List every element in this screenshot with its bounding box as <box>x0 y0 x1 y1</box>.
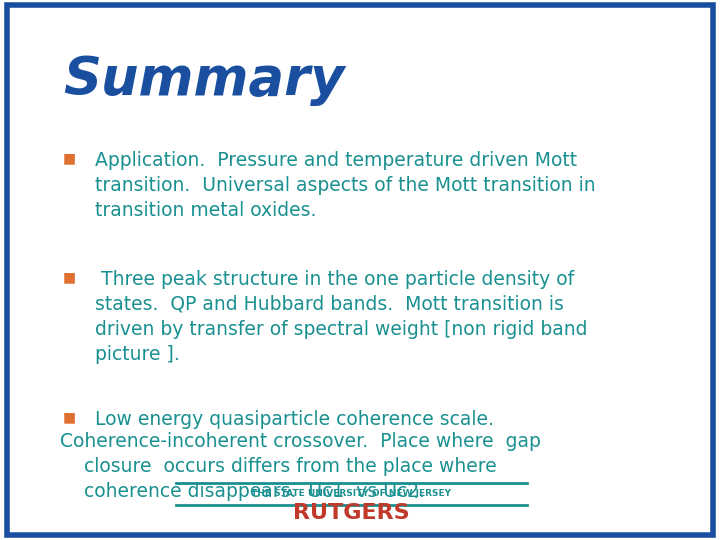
Text: Application.  Pressure and temperature driven Mott
transition.  Universal aspect: Application. Pressure and temperature dr… <box>95 151 595 220</box>
Text: ■: ■ <box>63 151 76 165</box>
Text: THE STATE UNIVERSITY OF NEW JERSEY: THE STATE UNIVERSITY OF NEW JERSEY <box>251 489 451 498</box>
Text: Low energy quasiparticle coherence scale.: Low energy quasiparticle coherence scale… <box>95 410 494 429</box>
Text: Summary: Summary <box>63 54 345 106</box>
Text: Three peak structure in the one particle density of
states.  QP and Hubbard band: Three peak structure in the one particle… <box>95 270 588 364</box>
Text: Coherence-incoherent crossover.  Place where  gap
    closure  occurs differs fr: Coherence-incoherent crossover. Place wh… <box>60 432 541 501</box>
Text: ■: ■ <box>63 410 76 424</box>
Text: RUTGERS: RUTGERS <box>293 503 410 523</box>
Text: ■: ■ <box>63 270 76 284</box>
